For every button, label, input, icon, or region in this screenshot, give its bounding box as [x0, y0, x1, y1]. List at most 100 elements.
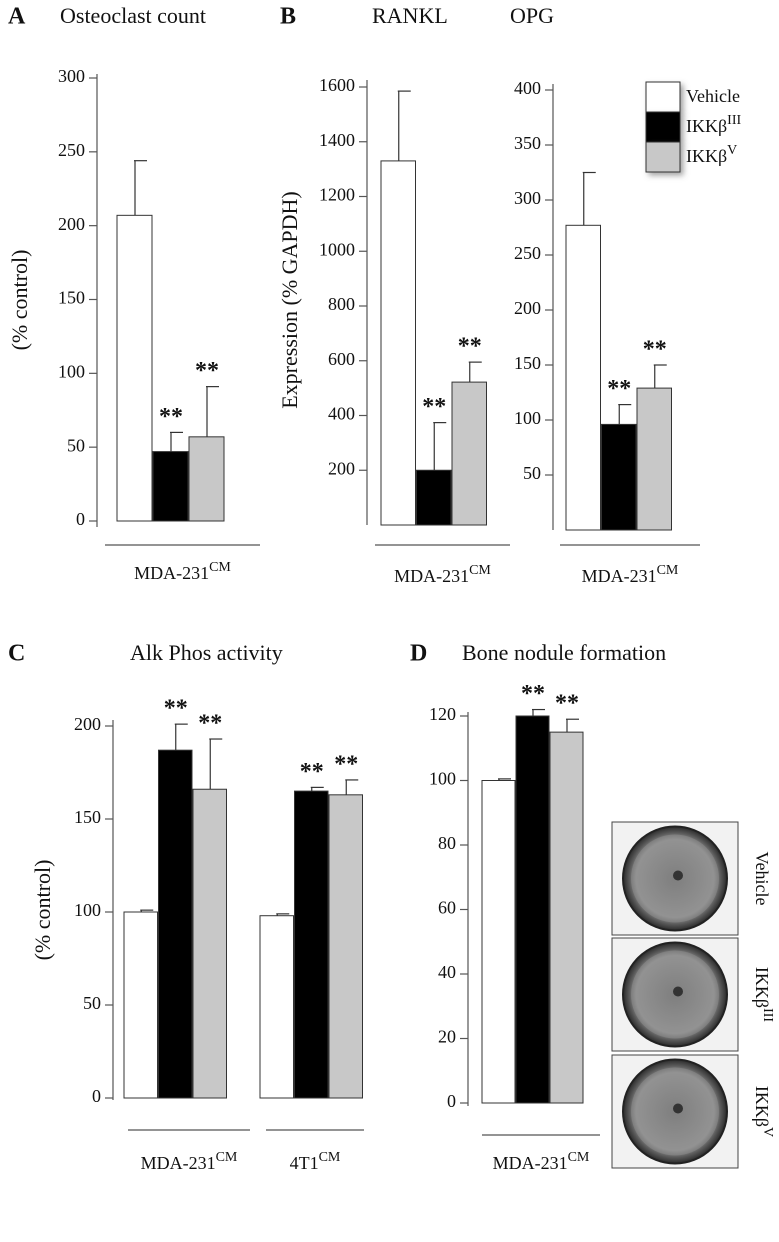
bar — [515, 715, 550, 1104]
y-tick-label: 150 — [58, 288, 85, 308]
bar — [259, 915, 294, 1099]
significance: ** — [334, 751, 358, 777]
y-tick-label: 200 — [74, 714, 101, 734]
legend-label-main: IKKβ — [686, 146, 727, 166]
y-tick-label: 100 — [58, 361, 85, 381]
significance: ** — [164, 696, 188, 722]
y-tick-label: 200 — [58, 214, 85, 234]
y-tick-label: 600 — [328, 349, 355, 369]
legend-label: Vehicle — [686, 86, 740, 106]
bar — [188, 436, 225, 522]
legend-label-sup: III — [727, 113, 741, 128]
significance: ** — [422, 394, 446, 420]
significance: ** — [458, 334, 482, 360]
legend-label-main: Vehicle — [686, 86, 740, 106]
y-tick-label: 400 — [514, 78, 541, 98]
y-axis-label: (% control) — [30, 860, 55, 961]
legend-label: IKKβV — [686, 143, 737, 166]
bar — [601, 423, 637, 531]
group-label-sup: CM — [657, 563, 679, 578]
bar — [565, 224, 601, 531]
y-tick-label: 250 — [514, 243, 541, 263]
group-label: MDA-231CM — [493, 1150, 590, 1173]
y-tick-label: 350 — [514, 133, 541, 153]
y-tick-label: 1400 — [319, 130, 355, 150]
well-spot — [673, 1103, 683, 1114]
y-tick-label: 20 — [438, 1027, 456, 1047]
significance: ** — [555, 691, 579, 717]
y-tick-label: 300 — [58, 66, 85, 86]
group-label-main: 4T1 — [290, 1153, 319, 1173]
significance: ** — [195, 358, 219, 384]
significance: ** — [159, 404, 183, 430]
image-label: Vehicle — [752, 852, 772, 906]
image-label-sup: III — [760, 1008, 775, 1022]
group-label-main: MDA-231 — [493, 1153, 568, 1173]
group-label-sup: CM — [319, 1150, 341, 1165]
y-tick-label: 1200 — [319, 185, 355, 205]
y-tick-label: 1000 — [319, 239, 355, 259]
y-tick-label: 200 — [514, 298, 541, 318]
bar — [192, 788, 227, 1099]
panel-letter: A — [8, 4, 26, 30]
group-label: 4T1CM — [290, 1150, 341, 1173]
panel-letter: C — [8, 641, 25, 667]
bar — [116, 214, 153, 522]
legend-label-main: IKKβ — [686, 116, 727, 136]
y-tick-label: 0 — [447, 1091, 456, 1111]
group-label-sup: CM — [469, 563, 491, 578]
y-tick-label: 100 — [74, 900, 101, 920]
y-tick-label: 250 — [58, 140, 85, 160]
bar — [152, 451, 189, 522]
y-tick-label: 800 — [328, 294, 355, 314]
legend-swatch — [645, 141, 681, 173]
well-spot — [673, 870, 683, 881]
y-tick-label: 200 — [328, 458, 355, 478]
bar — [158, 749, 193, 1099]
group-label: MDA-231CM — [394, 563, 491, 586]
legend-label-sup: V — [727, 143, 737, 158]
y-tick-label: 400 — [328, 404, 355, 424]
image-label-main: IKKβ — [752, 967, 772, 1008]
group-label: MDA-231CM — [134, 560, 231, 583]
legend-label: IKKβIII — [686, 113, 741, 136]
y-tick-label: 1600 — [319, 75, 355, 95]
chart-title: Alk Phos activity — [130, 640, 283, 665]
significance: ** — [300, 759, 324, 785]
image-label: IKKβV — [752, 1086, 775, 1137]
y-tick-label: 300 — [514, 188, 541, 208]
legend-swatch — [645, 111, 681, 143]
bar — [380, 160, 416, 526]
y-tick-label: 50 — [523, 463, 541, 483]
y-tick-label: 50 — [83, 993, 101, 1013]
image-label: IKKβIII — [752, 967, 775, 1022]
group-label-sup: CM — [568, 1150, 590, 1165]
bar — [636, 387, 672, 531]
group-label-main: MDA-231 — [134, 563, 209, 583]
group-label-main: MDA-231 — [394, 566, 469, 586]
well-spot — [673, 986, 683, 997]
chart-title: Bone nodule formation — [462, 640, 666, 665]
y-tick-label: 120 — [429, 704, 456, 724]
y-axis-label: Expression (% GAPDH) — [277, 191, 302, 409]
y-tick-label: 40 — [438, 962, 456, 982]
image-label-sup: V — [760, 1127, 775, 1137]
bar — [481, 780, 516, 1104]
chart-title: RANKL — [372, 3, 448, 28]
significance: ** — [607, 376, 631, 402]
group-label-sup: CM — [216, 1150, 238, 1165]
group-label: MDA-231CM — [582, 563, 679, 586]
bar — [549, 731, 584, 1104]
significance: ** — [198, 711, 222, 737]
bar — [451, 381, 487, 526]
bar — [416, 469, 452, 526]
chart-title: Osteoclast count — [60, 3, 206, 28]
image-label-main: IKKβ — [752, 1086, 772, 1127]
y-tick-label: 50 — [67, 435, 85, 455]
bar — [123, 911, 158, 1099]
bar — [328, 794, 363, 1099]
legend-swatch — [645, 81, 681, 113]
y-tick-label: 100 — [514, 408, 541, 428]
panel-letter: D — [410, 641, 427, 667]
